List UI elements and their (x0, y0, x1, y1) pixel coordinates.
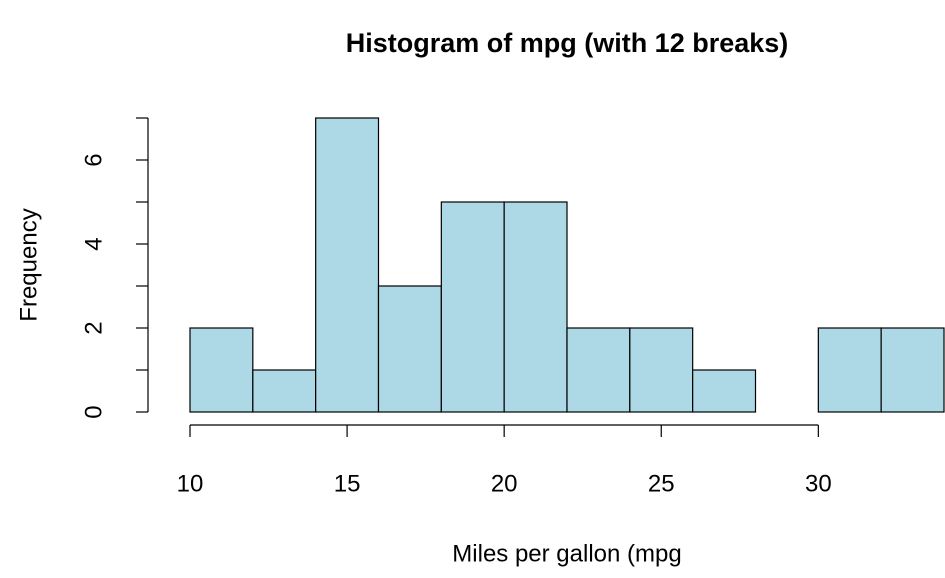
bar (315, 117, 380, 413)
y-tick-label: 4 (80, 237, 107, 250)
y-axis-label: Frequency (15, 208, 42, 321)
y-tick-label: 2 (80, 321, 107, 334)
x-tick-label: 15 (334, 470, 361, 497)
bar (252, 369, 317, 413)
bar (566, 327, 631, 413)
x-axis-label: Miles per gallon (mpg (452, 540, 681, 567)
y-tick-label: 0 (80, 405, 107, 418)
bar (629, 327, 694, 413)
bar (377, 285, 442, 413)
x-tick-label: 25 (648, 470, 675, 497)
x-tick-label: 20 (491, 470, 518, 497)
bar (817, 327, 882, 413)
bar (189, 327, 254, 413)
bar (880, 327, 945, 413)
y-tick-label: 6 (80, 153, 107, 166)
x-tick-label: 10 (177, 470, 204, 497)
bar (503, 201, 568, 413)
x-tick-label: 30 (805, 470, 832, 497)
chart-title: Histogram of mpg (with 12 breaks) (346, 28, 789, 58)
bar (692, 369, 757, 413)
bar (440, 201, 505, 413)
